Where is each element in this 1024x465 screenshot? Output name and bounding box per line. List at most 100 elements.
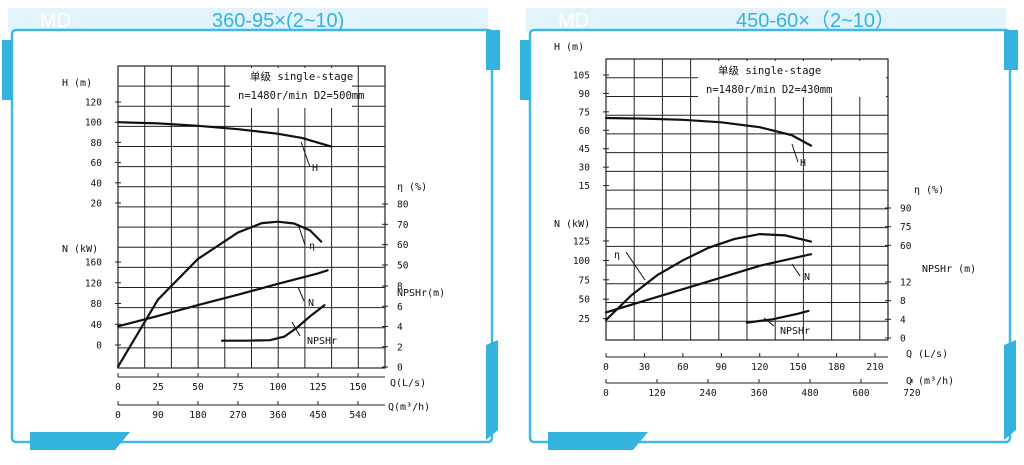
N-tick-label: 0 <box>96 341 102 352</box>
spec-box <box>230 68 352 108</box>
series-label-N: N <box>804 272 810 283</box>
series-leader-H <box>300 141 311 168</box>
x2-axis-label: Q (m³/h) <box>906 376 954 387</box>
series-curve-H <box>604 116 813 147</box>
x2-tick-label: 540 <box>349 410 366 421</box>
NPSHr-tick-label: 4 <box>397 322 403 333</box>
frame-accent-left <box>2 40 12 100</box>
frame-accent-right-bottom <box>1004 340 1016 440</box>
H-tick-label: 60 <box>91 158 103 169</box>
x-tick-label: 150 <box>790 362 807 373</box>
N-tick-label: 50 <box>579 295 591 306</box>
x2-tick-label: 480 <box>801 388 818 399</box>
series-label-NPSHr: NPSHr <box>780 326 810 337</box>
series-leader-N <box>791 263 801 277</box>
H-tick-label: 60 <box>579 126 591 137</box>
series-leader-eta <box>297 223 306 246</box>
NPSHr-tick-label: 12 <box>900 278 911 289</box>
frame-accent-bottom <box>30 432 130 450</box>
NPSHr-tick-label: 0 <box>397 363 403 374</box>
H-tick-label: 15 <box>579 181 590 192</box>
N-tick-label: 25 <box>579 314 590 325</box>
chart-panel-right-svg: MD 450-60×（2~10） 单级 single-stage n=1480r/mi… <box>520 8 1018 450</box>
H-tick-label: 105 <box>573 71 590 82</box>
x2-axis-label: Q(m³/h) <box>388 402 430 413</box>
series-label-H: H <box>312 163 318 174</box>
series-leader-N <box>297 286 305 302</box>
chart-panel-left: MD 360-95×(2~10) 单级 single-stage n=1480r/mi… <box>0 0 506 465</box>
x-tick-label: 90 <box>716 362 728 373</box>
NPSHr-axis-label: NPSHr(m) <box>397 288 445 299</box>
x2-tick-label: 240 <box>699 388 716 399</box>
NPSHr-tick-label: 2 <box>397 342 403 353</box>
series-curve-H <box>116 121 332 148</box>
x-tick-label: 60 <box>677 362 689 373</box>
series-label-H: H <box>800 158 806 169</box>
series-leader-eta <box>625 251 646 281</box>
x-tick-label: 50 <box>192 382 204 393</box>
x2-tick-label: 120 <box>648 388 665 399</box>
frame-accent-left <box>520 40 530 100</box>
spec-label: n=1480r/min D2=430mm <box>706 84 832 96</box>
x-tick-label: 30 <box>639 362 651 373</box>
N-tick-label: 40 <box>91 320 103 331</box>
H-tick-label: 30 <box>579 163 591 174</box>
NPSHr-axis-label: NPSHr (m) <box>922 264 976 275</box>
chart-panel-right: MD 450-60×（2~10） 单级 single-stage n=1480r/mi… <box>518 0 1024 465</box>
N-axis-label: N (kW) <box>554 219 590 230</box>
NPSHr-tick-label: 6 <box>397 302 403 313</box>
series-label: MD <box>40 10 71 32</box>
spec-label: n=1480r/min D2=500mm <box>238 90 364 102</box>
series-curve-NPSHr <box>745 309 810 324</box>
frame-accent-right-top <box>486 30 500 70</box>
series-label-eta: η <box>614 250 620 261</box>
N-tick-label: 80 <box>91 299 103 310</box>
series-label-N: N <box>308 298 314 309</box>
NPSHr-tick-label: 8 <box>397 282 403 293</box>
series-curve-NPSHr <box>220 304 326 342</box>
x2-tick-label: 270 <box>229 410 246 421</box>
header-bar <box>8 8 488 32</box>
model-label: 450-60×（2~10） <box>736 9 895 32</box>
series-curve-N <box>116 269 329 328</box>
x-axis-label: Q(L/s) <box>390 378 426 389</box>
header-bar <box>526 8 1006 32</box>
series-curve-eta <box>116 220 323 368</box>
N-tick-label: 125 <box>573 237 590 248</box>
series-leader-NPSHr <box>763 317 775 327</box>
series-label: MD <box>558 10 589 32</box>
x-tick-label: 150 <box>349 382 366 393</box>
N-axis-label: N (kW) <box>62 244 98 255</box>
x-tick-label: 25 <box>152 382 163 393</box>
x2-tick-label: 450 <box>309 410 326 421</box>
x-tick-label: 100 <box>269 382 286 393</box>
eta-axis-label: η (%) <box>397 182 427 193</box>
x2-tick-label: 90 <box>152 410 164 421</box>
H-tick-label: 45 <box>579 144 590 155</box>
series-label-eta: η <box>309 241 315 252</box>
N-tick-label: 75 <box>579 275 590 286</box>
x-tick-label: 125 <box>309 382 326 393</box>
stage-label: 单级 single-stage <box>718 65 821 77</box>
x-axis-label: Q (L/s) <box>906 349 948 360</box>
frame-accent-bottom <box>548 432 648 450</box>
x2-tick-label: 360 <box>750 388 767 399</box>
series-leader-NPSHr <box>291 321 301 337</box>
x2-tick-label: 180 <box>189 410 206 421</box>
x2-tick-label: 0 <box>603 388 609 399</box>
x2-tick-label: 360 <box>269 410 286 421</box>
H-tick-label: 120 <box>85 98 102 109</box>
frame-accent-right-bottom <box>486 340 498 440</box>
eta-tick-label: 90 <box>900 204 912 215</box>
H-tick-label: 90 <box>579 89 591 100</box>
H-axis-label: H (m) <box>62 78 92 89</box>
eta-tick-label: 60 <box>397 240 409 251</box>
H-axis-label: H (m) <box>554 42 584 53</box>
frame-accent-right-top <box>1004 30 1018 70</box>
model-label: 360-95×(2~10) <box>212 10 344 32</box>
frame-border <box>528 28 1012 444</box>
NPSHr-tick-label: 8 <box>900 296 906 307</box>
x2-tick-label: 0 <box>115 410 121 421</box>
spec-box <box>698 61 886 97</box>
x-tick-label: 120 <box>751 362 768 373</box>
